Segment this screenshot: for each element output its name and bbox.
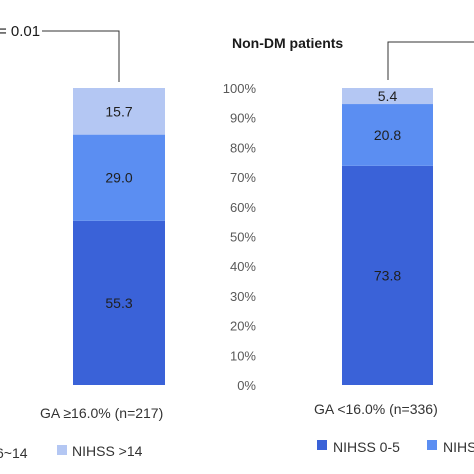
- bar-segment-chart0-series2: [73, 88, 165, 135]
- y-tick-label: 40%: [230, 259, 256, 274]
- y-tick-label: 100%: [223, 81, 257, 96]
- p-value-label: = 0.01: [0, 23, 40, 40]
- data-label-chart0-series1: 29.0: [105, 170, 132, 186]
- y-axis-tick-labels: 0% 10% 20% 30% 40% 50% 60% 70% 80% 90% 100%: [223, 81, 257, 393]
- y-tick-label: 90%: [230, 111, 256, 126]
- bar-segment-chart0-series0: [73, 220, 165, 385]
- data-label-chart1-series0: 73.8: [374, 267, 401, 283]
- legend-swatch-nihss-gt14: [57, 445, 67, 455]
- legend-label-nihss-gt14: NIHSS >14: [72, 443, 143, 459]
- y-tick-label: 70%: [230, 170, 256, 185]
- y-tick-label: 30%: [230, 289, 256, 304]
- y-tick-label: 60%: [230, 200, 256, 215]
- category-label-left: GA ≥16.0% (n=217): [40, 405, 163, 421]
- data-label-chart0-series2: 15.7: [105, 103, 132, 119]
- bar-segment-chart0-series1: [73, 134, 165, 221]
- right-chart-title: Non-DM patients: [232, 35, 343, 51]
- bracket-line-right: [387, 41, 474, 80]
- y-tick-label: 10%: [230, 348, 256, 363]
- bar-segment-chart1-series2: [342, 88, 433, 105]
- legend-swatch-nihss-0-5: [317, 440, 327, 450]
- y-tick-label: 20%: [230, 319, 256, 334]
- y-tick-label: 80%: [230, 140, 256, 155]
- significance-bracket-left: = 0.01: [0, 23, 120, 82]
- data-label-chart1-series2: 5.4: [378, 88, 398, 104]
- legend-label-nihss-0-5: NIHSS 0-5: [333, 439, 400, 455]
- y-tick-label: 50%: [230, 230, 256, 245]
- bracket-line-left: [42, 30, 120, 82]
- data-label-chart0-series0: 55.3: [105, 295, 132, 311]
- legend-fragment-left: 6~14: [0, 445, 28, 461]
- legend-label-nihss-6-14: NIHS: [443, 439, 474, 455]
- bar-segments: 55.3 29.0 15.7 73.8 20.8 5.4: [73, 88, 433, 385]
- bar-segment-chart1-series0: [342, 165, 433, 385]
- bar-segment-chart1-series1: [342, 104, 433, 166]
- legend: 6~14 NIHSS >14 NIHSS 0-5 NIHS: [0, 439, 474, 461]
- y-tick-label: 0%: [237, 378, 256, 393]
- data-label-chart1-series1: 20.8: [374, 127, 401, 143]
- category-label-right: GA <16.0% (n=336): [314, 401, 438, 417]
- legend-swatch-nihss-6-14: [427, 440, 437, 450]
